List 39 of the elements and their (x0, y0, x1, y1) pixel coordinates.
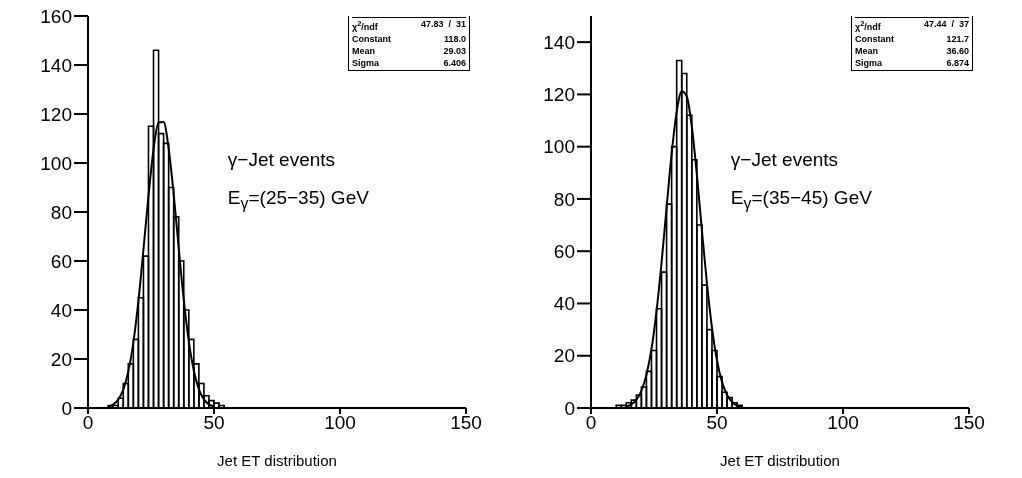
y-tick-label: 80 (553, 188, 575, 210)
y-tick-label: 100 (40, 152, 72, 174)
y-tick-label: 40 (50, 299, 72, 321)
annotation: γ−Jet events (730, 149, 840, 172)
y-tick-label: 120 (543, 84, 575, 106)
y-tick-label: 0 (61, 397, 72, 419)
y-tick-label: 20 (553, 345, 575, 367)
y-tick-label: 40 (553, 293, 575, 315)
x-axis-title: Jet ET distribution (720, 452, 840, 469)
text: χ$^{2}$/ndf 47.83 / 31 (352, 19, 466, 32)
y-tick-label: 20 (50, 348, 72, 370)
y-tick-label: 60 (553, 240, 575, 262)
text: Constant 118.0 (352, 34, 466, 44)
y-tick-label: 140 (40, 54, 72, 76)
x-tick-label: 150 (953, 412, 985, 434)
text: Constant 121.7 (855, 34, 969, 44)
annotation: γ−Jet events (227, 149, 337, 172)
y-tick-label: 80 (50, 201, 72, 223)
text: Mean 36.60 (855, 46, 969, 56)
y-tick-label: 140 (543, 31, 575, 53)
x-axis-title: Jet ET distribution (217, 452, 337, 469)
y-tick-label: 100 (543, 136, 575, 158)
text: χ$^{2}$/ndf 47.44 / 37 (855, 19, 969, 32)
x-tick-label: 0 (82, 412, 94, 434)
x-tick-label: 50 (203, 412, 225, 434)
text: Sigma 6.406 (352, 58, 466, 68)
y-tick-label: 60 (50, 250, 72, 272)
x-tick-label: 50 (706, 412, 728, 434)
x-tick-label: 100 (827, 412, 859, 434)
annotation: E$_{γ}$=(25−35) GeV (227, 187, 369, 214)
y-tick-label: 0 (564, 397, 575, 419)
x-tick-label: 100 (324, 412, 356, 434)
text: Mean 29.03 (352, 46, 466, 56)
x-tick-label: 150 (450, 412, 482, 434)
y-tick-label: 120 (40, 103, 72, 125)
text: Sigma 6.874 (855, 58, 969, 68)
x-tick-label: 0 (585, 412, 597, 434)
annotation: E$_{γ}$=(35−45) GeV (730, 187, 872, 214)
y-tick-label: 160 (40, 5, 72, 27)
